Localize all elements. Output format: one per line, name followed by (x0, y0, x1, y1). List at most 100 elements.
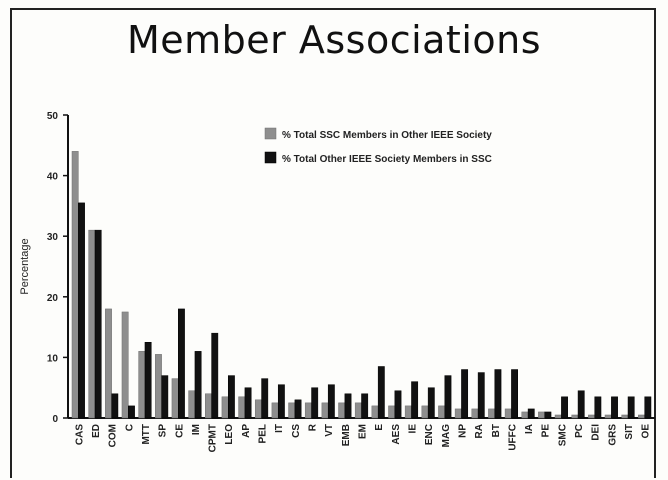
bar-com-series-2 (111, 393, 119, 419)
legend-entry-2: % Total Other IEEE Society Members in SS… (282, 154, 492, 165)
category-label: IE (407, 424, 418, 434)
category-label: VT (324, 424, 335, 437)
category-label: SMC (557, 424, 568, 446)
bar-ie-series-1 (404, 405, 412, 419)
bar-im-series-2 (194, 351, 202, 419)
bar-bt-series-1 (488, 408, 496, 419)
bar-mag-series-1 (438, 405, 446, 419)
bar-sp-series-2 (161, 375, 169, 419)
category-label: E (374, 424, 385, 431)
category-label: AES (391, 424, 402, 445)
chart-title: Member Associations (126, 18, 542, 62)
category-label: MTT (141, 424, 152, 445)
bar-e-series-1 (371, 405, 379, 419)
bar-mtt-series-2 (144, 342, 152, 419)
bar-com-series-1 (105, 308, 112, 419)
category-label: CE (174, 424, 185, 438)
category-label: PEL (258, 424, 269, 443)
bar-cpmt-series-1 (205, 393, 212, 419)
bar-uffc-series-1 (504, 408, 512, 419)
bar-cs-series-1 (288, 402, 296, 419)
bar-r-series-2 (311, 387, 319, 419)
bar-smc-series-2 (561, 396, 568, 419)
bar-cs-series-2 (294, 399, 302, 419)
category-label: NP (457, 424, 468, 438)
bar-pel-series-1 (254, 399, 262, 419)
bar-uffc-series-2 (511, 369, 518, 419)
bar-it-series-2 (277, 384, 285, 419)
bar-vt-series-2 (327, 384, 335, 419)
category-label: C (124, 424, 135, 431)
bar-np-series-2 (461, 369, 469, 419)
bar-smc-series-1 (554, 414, 562, 419)
bar-ra-series-2 (477, 372, 485, 419)
y-tick-label: 10 (47, 353, 59, 364)
bar-c-series-2 (128, 405, 135, 419)
category-label: IA (524, 424, 535, 434)
bar-ia-series-2 (527, 408, 535, 419)
category-label: IM (191, 424, 202, 435)
bar-it-series-1 (271, 402, 279, 419)
y-tick-label: 20 (47, 293, 59, 304)
category-label: UFFC (507, 424, 518, 451)
category-label: RA (474, 424, 485, 438)
bar-cas-series-1 (71, 151, 79, 419)
y-tick-label: 0 (52, 414, 58, 425)
category-label: IT (274, 424, 285, 433)
bar-dei-series-1 (588, 414, 595, 419)
category-label: MAG (441, 424, 452, 448)
bar-emb-series-1 (338, 402, 346, 419)
bar-dei-series-2 (594, 396, 602, 419)
bar-leo-series-2 (227, 375, 235, 419)
category-label: CS (291, 424, 302, 438)
bar-sit-series-2 (627, 396, 635, 419)
bar-aes-series-2 (394, 390, 402, 419)
bar-mag-series-2 (444, 375, 452, 419)
bar-grs-series-2 (611, 396, 618, 419)
category-label: CAS (74, 424, 85, 445)
category-label: EM (358, 424, 369, 439)
bar-pel-series-2 (261, 378, 269, 419)
bar-ap-series-1 (238, 396, 246, 419)
bar-pc-series-2 (577, 390, 585, 419)
bar-ie-series-2 (411, 381, 419, 419)
y-tick-label: 50 (47, 111, 59, 122)
category-label: LEO (224, 424, 235, 445)
legend-swatch-1 (264, 127, 277, 140)
bar-vt-series-1 (321, 402, 329, 419)
bar-ed-series-2 (94, 229, 102, 419)
legend-swatch-2 (264, 151, 277, 164)
bar-im-series-1 (188, 390, 196, 419)
bar-grs-series-1 (604, 414, 612, 419)
category-label: CPMT (208, 424, 219, 452)
bar-ra-series-1 (471, 408, 479, 419)
category-label: BT (491, 424, 502, 437)
bar-e-series-2 (377, 366, 385, 419)
bar-leo-series-1 (221, 396, 229, 419)
bar-pe-series-2 (544, 411, 552, 419)
y-axis-label: Percentage (19, 238, 31, 294)
bar-c-series-1 (121, 311, 129, 419)
category-label: DEI (591, 424, 602, 441)
category-label: SIT (624, 424, 635, 440)
bar-ia-series-1 (521, 411, 529, 419)
category-label: ENC (424, 424, 435, 445)
category-label: COM (108, 424, 119, 447)
bar-sp-series-1 (155, 354, 162, 419)
bar-ce-series-1 (171, 378, 179, 419)
category-label: GRS (607, 424, 618, 446)
category-label: SP (158, 424, 169, 438)
legend-entry-1: % Total SSC Members in Other IEEE Societ… (282, 130, 492, 141)
bar-oe-series-1 (638, 414, 645, 419)
category-label: PC (574, 424, 585, 438)
category-label: R (308, 423, 319, 431)
category-label: OE (641, 424, 652, 439)
bar-ap-series-2 (244, 387, 252, 419)
bar-enc-series-1 (421, 405, 429, 419)
y-tick-label: 30 (47, 232, 59, 243)
bar-r-series-1 (304, 402, 312, 419)
bar-cpmt-series-2 (211, 332, 219, 419)
bar-aes-series-1 (388, 405, 396, 419)
bar-mtt-series-1 (138, 351, 146, 419)
bar-cas-series-2 (78, 202, 85, 419)
